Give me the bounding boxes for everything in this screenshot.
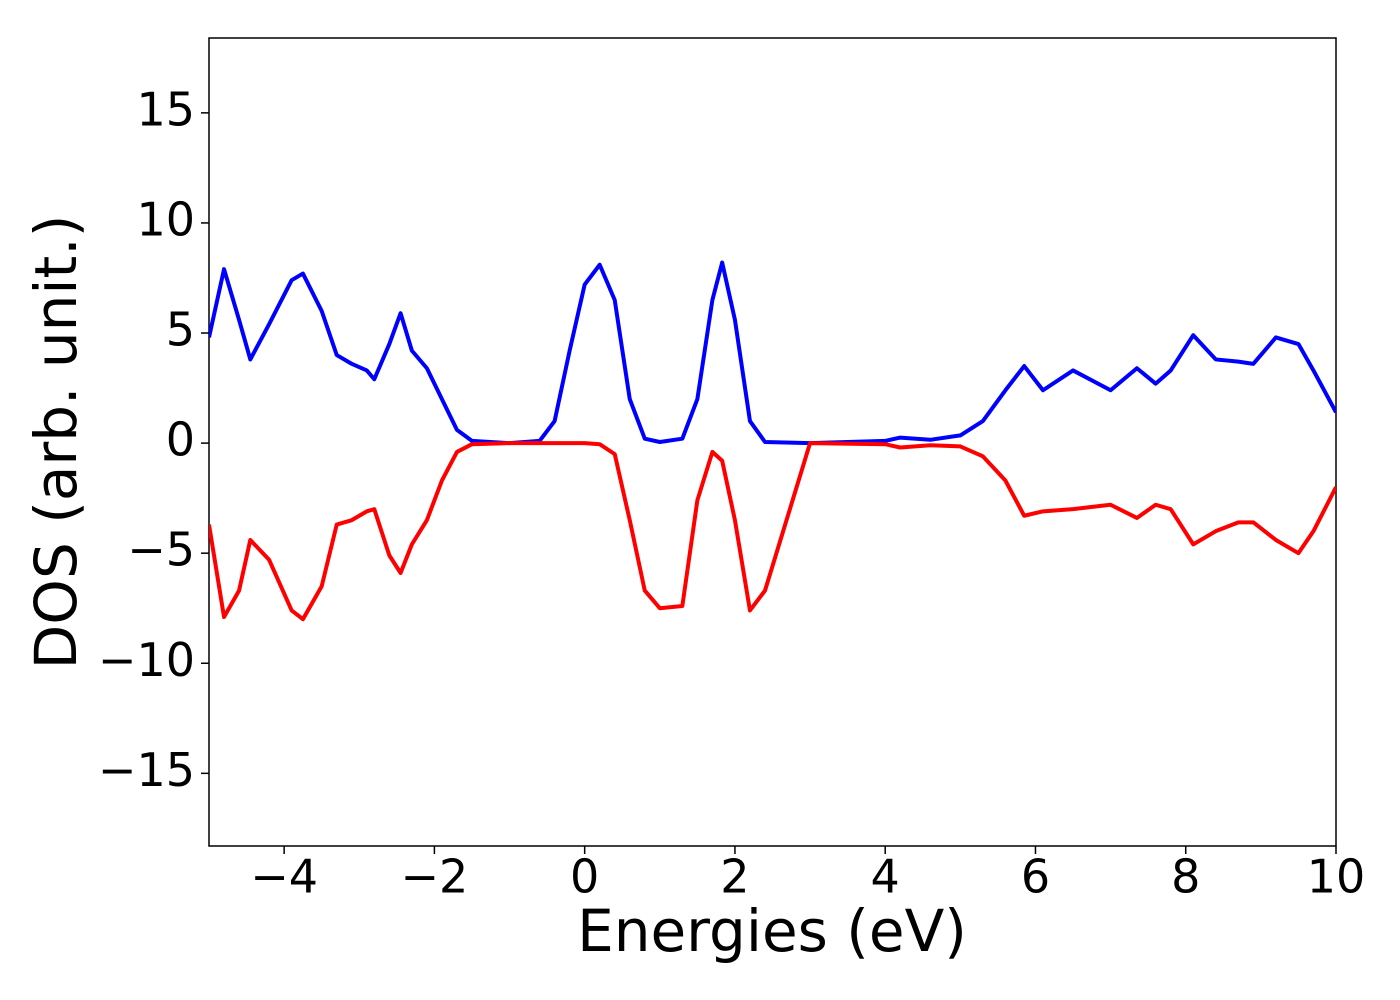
y-axis-label: DOS (arb. unit.)	[22, 215, 90, 670]
y-tick-label: 5	[166, 303, 195, 357]
y-tick-label: −10	[98, 633, 195, 687]
x-tick-label: 0	[570, 850, 599, 904]
x-tick-label: 2	[720, 850, 749, 904]
x-tick-label: −2	[400, 850, 468, 904]
x-tick-label: 8	[1171, 850, 1200, 904]
y-tick-label: 0	[166, 413, 195, 467]
y-tick-label: 15	[136, 82, 195, 136]
x-axis-label: Energies (eV)	[577, 897, 967, 965]
y-tick-label: −15	[98, 743, 195, 797]
plot-frame	[208, 37, 1337, 847]
x-tick-label: −4	[250, 850, 318, 904]
y-tick-label: 10	[136, 192, 195, 246]
y-tick-label: −5	[127, 523, 195, 577]
x-tick-label: 4	[871, 850, 900, 904]
x-tick-label: 6	[1021, 850, 1050, 904]
x-tick-label: 10	[1307, 850, 1366, 904]
series-line	[209, 260, 1336, 446]
series-line	[209, 441, 1336, 622]
